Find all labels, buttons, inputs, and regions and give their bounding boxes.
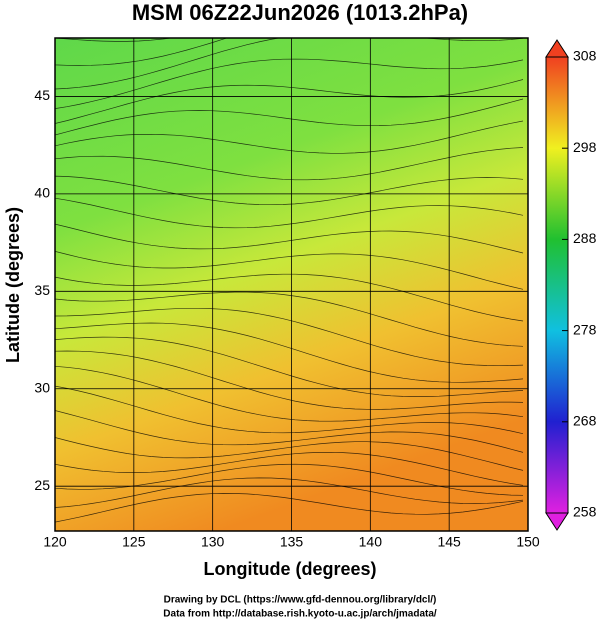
streamline [55, 463, 524, 496]
x-tick-label: 125 [122, 534, 146, 550]
colorbar [545, 56, 569, 514]
y-tick-label: 45 [34, 87, 50, 103]
streamlines [55, 38, 524, 523]
colorbar-tick-label: 278 [573, 321, 597, 337]
streamline [55, 38, 524, 90]
streamline [55, 304, 524, 367]
x-tick-label: 135 [280, 534, 304, 550]
streamline [55, 120, 524, 154]
colorbar-tick-label: 288 [573, 230, 597, 246]
map-plot [54, 37, 529, 532]
colorbar-max-arrow [545, 39, 569, 58]
streamline [55, 247, 524, 290]
streamline [55, 223, 524, 254]
colorbar-tick-label: 308 [573, 48, 597, 64]
streamline [55, 38, 228, 66]
streamline [55, 350, 524, 410]
streamline [55, 38, 174, 42]
x-tick-label: 120 [43, 534, 67, 550]
x-tick-label: 145 [437, 534, 461, 550]
y-axis-title: Latitude (degrees) [3, 207, 23, 363]
streamline [55, 98, 524, 136]
streamline [55, 451, 524, 486]
streamline [55, 477, 524, 508]
streamline [55, 266, 524, 322]
y-tick-label: 40 [34, 185, 50, 201]
y-tick-label: 30 [34, 379, 50, 395]
streamline [55, 322, 524, 383]
footer-line: Drawing by DCL (https://www.gfd-dennou.o… [164, 595, 437, 606]
streamline [55, 58, 524, 109]
colorbar-tick-label: 258 [573, 504, 597, 520]
streamline [55, 285, 524, 347]
x-tick-label: 140 [359, 534, 383, 550]
colorbar-tick-label: 298 [573, 139, 597, 155]
streamline [55, 147, 524, 181]
streamline [55, 336, 524, 397]
colorbar-min-arrow [545, 512, 569, 531]
title: MSM 06Z22Jun2026 (1013.2hPa) [132, 0, 468, 25]
streamline [55, 79, 524, 124]
colorbar-tick-label: 268 [573, 413, 597, 429]
streamline [55, 493, 524, 523]
streamline [55, 385, 524, 435]
streamline [55, 197, 524, 229]
footer-line: Data from http://database.rish.kyoto-u.a… [163, 609, 437, 620]
x-tick-label: 150 [516, 534, 540, 550]
y-tick-label: 35 [34, 282, 50, 298]
x-tick-label: 130 [201, 534, 225, 550]
streamline [55, 410, 524, 453]
streamline [55, 437, 524, 471]
x-axis-title: Longitude (degrees) [203, 559, 376, 579]
streamline [55, 175, 524, 206]
streamline [55, 365, 524, 422]
y-tick-label: 25 [34, 477, 50, 493]
